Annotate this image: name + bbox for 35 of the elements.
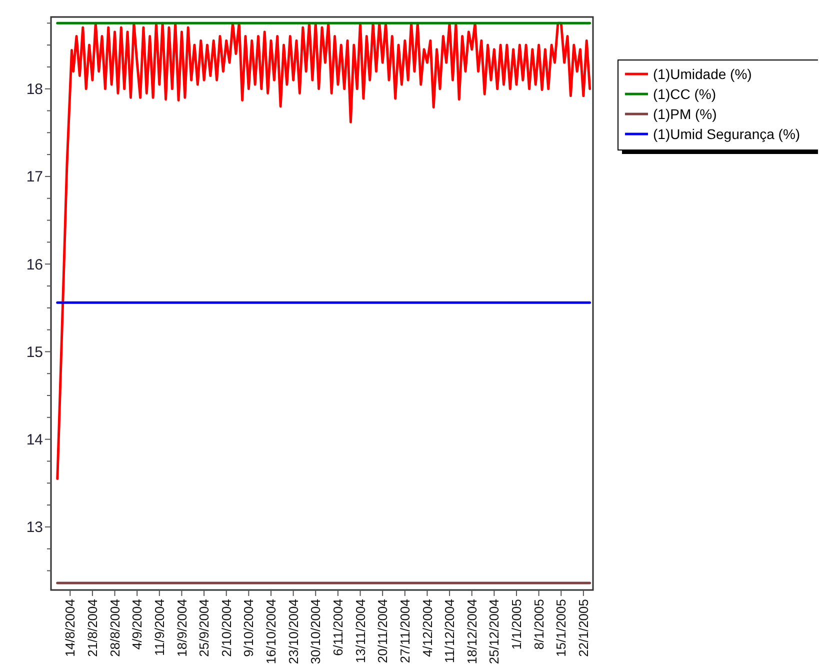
y-tick-label: 17 xyxy=(26,168,43,186)
x-tick-label: 22/1/2005 xyxy=(576,599,591,657)
x-tick-label: 21/8/2004 xyxy=(84,599,100,657)
x-tick-label: 11/9/2004 xyxy=(152,599,167,656)
x-tick-label: 6/11/2004 xyxy=(330,599,346,656)
x-tick-label: 30/10/2004 xyxy=(308,599,324,664)
legend-label: (1)PM (%) xyxy=(653,106,717,122)
x-tick-label: 28/8/2004 xyxy=(107,599,122,657)
x-tick-label: 14/8/2004 xyxy=(62,599,78,657)
x-tick-label: 23/10/2004 xyxy=(286,599,301,664)
x-tick-label: 25/12/2004 xyxy=(486,599,502,664)
x-tick-label: 27/11/2004 xyxy=(397,599,412,664)
y-tick-label: 18 xyxy=(26,81,43,98)
x-tick-label: 20/11/2004 xyxy=(375,599,390,664)
x-tick-label: 1/1/2005 xyxy=(509,599,524,650)
x-tick-label: 15/1/2005 xyxy=(554,599,569,657)
x-tick-label: 16/10/2004 xyxy=(264,599,279,664)
x-tick-label: 11/12/2004 xyxy=(442,599,458,664)
y-tick-label: 14 xyxy=(26,432,43,449)
x-tick-label: 4/9/2004 xyxy=(130,599,145,650)
x-tick-label: 18/12/2004 xyxy=(464,599,480,664)
legend-label: (1)CC (%) xyxy=(653,86,716,102)
x-tick-label: 4/12/2004 xyxy=(420,599,435,657)
x-tick-label: 13/11/2004 xyxy=(352,599,368,664)
x-tick-label: 18/9/2004 xyxy=(174,599,190,657)
legend-label: (1)Umidade (%) xyxy=(653,66,752,82)
x-tick-label: 9/10/2004 xyxy=(241,599,256,657)
y-tick-label: 13 xyxy=(26,519,43,536)
x-tick-label: 8/1/2005 xyxy=(531,599,546,650)
x-tick-label: 2/10/2004 xyxy=(218,599,234,657)
y-tick-label: 16 xyxy=(26,256,43,274)
legend-label: (1)Umid Segurança (%) xyxy=(653,126,800,142)
y-tick-label: 15 xyxy=(26,344,43,361)
line-series xyxy=(56,22,592,480)
x-tick-label: 25/9/2004 xyxy=(196,599,212,657)
